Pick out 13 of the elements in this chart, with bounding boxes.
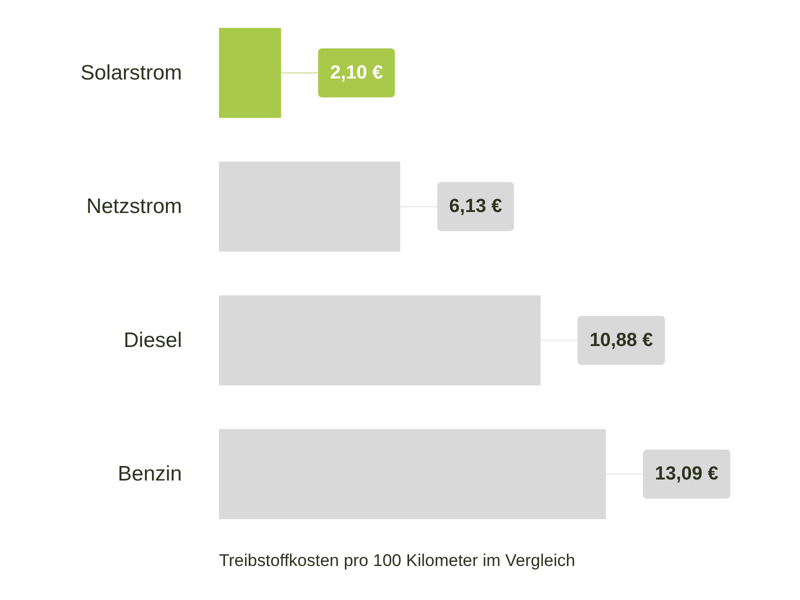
data-label: 10,88 € — [590, 330, 654, 351]
bar — [219, 295, 541, 386]
y-tick-label: Benzin — [118, 462, 182, 486]
text: Treibstoffkosten pro 100 Kilometer im Vergleich — [219, 551, 576, 570]
data-label: 6,13 € — [449, 196, 502, 218]
y-tick-label: Solarstrom — [80, 61, 182, 84]
bar — [219, 429, 606, 520]
y-tick-label: Netzstrom — [86, 195, 182, 218]
bar — [219, 28, 282, 118]
y-tick-label: Diesel — [124, 328, 182, 352]
bar — [219, 162, 400, 252]
data-label: 13,09 € — [654, 464, 719, 485]
data-label: 2,10 € — [330, 62, 384, 84]
